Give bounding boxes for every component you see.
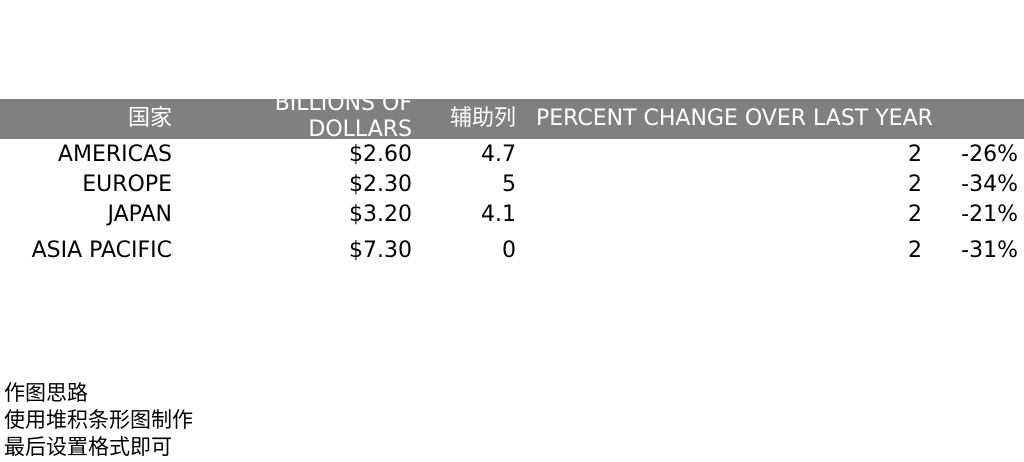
note-line-1: 作图思路 <box>4 381 88 405</box>
value-two-cell: 2 <box>908 202 922 227</box>
table-header: 国家 BILLIONS OF DOLLARS 辅助列 PERCENT CHANG… <box>0 99 1024 139</box>
value-two-cell: 2 <box>908 142 922 167</box>
header-percent-change: PERCENT CHANGE OVER LAST YEAR <box>536 106 933 131</box>
helper-cell: 4.1 <box>481 202 516 227</box>
country-cell: AMERICAS <box>57 142 172 167</box>
value-two-cell: 2 <box>908 238 922 263</box>
country-cell: ASIA PACIFIC <box>31 238 172 263</box>
value-two-cell: 2 <box>908 172 922 197</box>
percent-cell: -21% <box>961 202 1018 227</box>
helper-cell: 0 <box>502 238 516 263</box>
country-cell: EUROPE <box>82 172 172 197</box>
note-line-3: 最后设置格式即可 <box>4 435 172 459</box>
note-line-2: 使用堆积条形图制作 <box>4 408 193 432</box>
billions-cell: $2.60 <box>349 142 412 167</box>
header-billions-of-dollars: BILLIONS OF DOLLARS <box>274 99 412 139</box>
helper-cell: 5 <box>502 172 516 197</box>
country-cell: JAPAN <box>107 202 172 227</box>
header-helper-column: 辅助列 <box>449 106 516 131</box>
percent-cell: -31% <box>961 238 1018 263</box>
percent-cell: -34% <box>961 172 1018 197</box>
billions-cell: $2.30 <box>349 172 412 197</box>
helper-cell: 4.7 <box>481 142 516 167</box>
header-country: 国家 <box>127 106 172 131</box>
billions-cell: $3.20 <box>349 202 412 227</box>
billions-cell: $7.30 <box>349 238 412 263</box>
percent-cell: -26% <box>961 142 1018 167</box>
